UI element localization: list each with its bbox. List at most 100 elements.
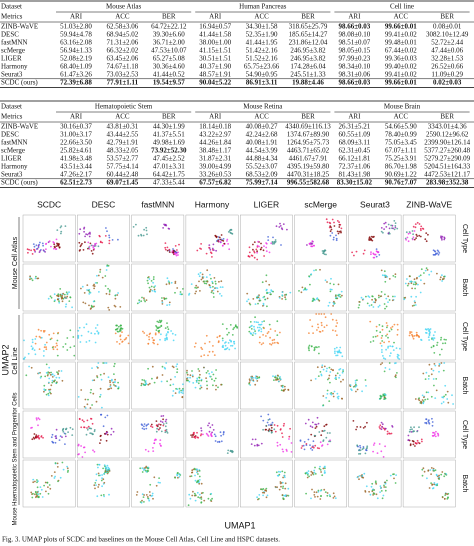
- panel-frame: [77, 312, 130, 361]
- umap-point: [49, 391, 51, 394]
- umap-point: [329, 230, 332, 233]
- umap-point: [385, 297, 388, 300]
- umap-point: [316, 329, 318, 331]
- umap-point: [387, 347, 389, 349]
- umap-point: [159, 338, 161, 341]
- umap-point: [303, 448, 306, 451]
- umap-point: [442, 369, 445, 372]
- group-label: Mouse Cell Atlas: [12, 236, 19, 289]
- umap-point: [105, 227, 107, 229]
- umap-point: [354, 382, 357, 384]
- umap-point: [60, 230, 63, 233]
- umap-point: [141, 379, 144, 381]
- umap-point: [83, 230, 85, 233]
- table-cell: 5204.51±164.33: [424, 163, 470, 171]
- umap-point: [410, 426, 412, 429]
- umap-point: [89, 308, 92, 310]
- umap-point: [431, 424, 434, 427]
- umap-point: [210, 432, 213, 435]
- umap-point: [265, 250, 268, 253]
- umap-point: [36, 277, 39, 280]
- umap-point: [38, 335, 41, 338]
- umap-point: [191, 434, 194, 436]
- umap-point: [169, 384, 172, 387]
- dataset-label: Dataset: [1, 3, 22, 11]
- umap-point: [282, 497, 284, 499]
- umap-point: [72, 336, 75, 338]
- umap-point: [168, 301, 171, 304]
- umap-point: [176, 249, 178, 251]
- umap-point: [145, 465, 148, 468]
- umap-point: [259, 336, 261, 339]
- umap-point: [50, 296, 53, 299]
- umap-point: [248, 330, 251, 333]
- umap-point: [381, 362, 384, 364]
- umap-point: [339, 368, 342, 370]
- umap-point: [43, 484, 45, 487]
- umap-point: [258, 245, 260, 248]
- umap-point: [78, 241, 81, 244]
- umap-point: [334, 497, 337, 500]
- umap-point: [382, 393, 385, 396]
- umap-point: [270, 429, 273, 432]
- umap-point: [281, 432, 283, 435]
- umap-point: [372, 494, 374, 496]
- umap-point: [196, 436, 199, 439]
- panel-frame: [239, 361, 293, 410]
- umap-point: [186, 371, 188, 374]
- umap-point: [252, 243, 254, 246]
- umap-point: [387, 295, 390, 298]
- umap-point: [413, 426, 415, 429]
- table-cell: 1374.67±89.90: [287, 131, 330, 139]
- umap-point: [205, 334, 208, 337]
- umap-point: [219, 292, 221, 295]
- table-cell: 55.52±3.07: [246, 163, 278, 171]
- umap-point: [379, 363, 382, 366]
- umap-point: [389, 355, 391, 357]
- umap-point: [395, 474, 397, 476]
- umap-point: [362, 252, 365, 255]
- umap-point: [206, 384, 209, 387]
- umap-point: [99, 439, 102, 441]
- umap-point: [221, 339, 224, 342]
- umap-point: [427, 391, 430, 394]
- umap-point: [306, 474, 309, 476]
- umap-point: [383, 303, 386, 305]
- umap-point: [383, 222, 386, 225]
- umap-point: [339, 346, 342, 349]
- umap-point: [199, 387, 202, 390]
- umap-point: [29, 278, 31, 281]
- umap-point: [444, 492, 447, 495]
- umap-point: [322, 252, 325, 254]
- umap-point: [396, 323, 399, 326]
- umap-point: [410, 295, 413, 298]
- umap-point: [40, 329, 42, 332]
- panel-frame: [185, 263, 239, 312]
- table-cell: 42.24±2.68: [246, 131, 278, 139]
- umap-point: [250, 376, 253, 379]
- umap-point: [340, 380, 342, 383]
- umap-point: [42, 355, 45, 357]
- umap-point: [376, 335, 379, 337]
- umap-point: [435, 389, 438, 392]
- umap-point: [155, 424, 158, 427]
- umap-point: [369, 320, 372, 323]
- umap-point: [115, 328, 118, 331]
- umap-point: [25, 374, 28, 377]
- umap-point: [298, 290, 300, 292]
- umap-point: [197, 273, 200, 276]
- table-cell: 38.00±1.00: [199, 39, 231, 47]
- umap-point: [374, 301, 376, 304]
- umap-point: [95, 400, 98, 403]
- umap-point: [253, 250, 256, 253]
- umap-point: [271, 339, 274, 342]
- umap-point: [430, 373, 433, 376]
- umap-point: [267, 413, 270, 416]
- umap-point: [325, 218, 328, 221]
- umap-point: [312, 332, 314, 334]
- umap-point: [49, 373, 52, 376]
- table-cell: 73.03±2.53: [106, 71, 138, 79]
- umap-point: [263, 320, 265, 322]
- umap-point: [253, 325, 255, 328]
- panel-frame: [22, 312, 76, 361]
